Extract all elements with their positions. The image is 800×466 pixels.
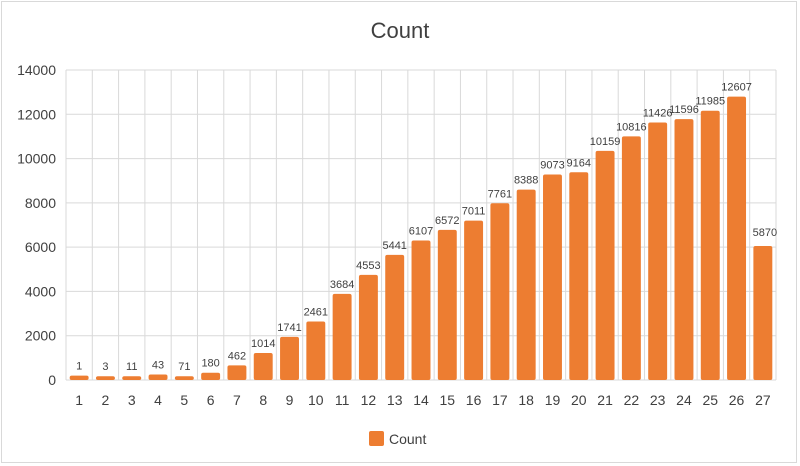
bar (253, 352, 273, 380)
bar (385, 254, 405, 380)
data-label: 4553 (356, 260, 380, 272)
data-label: 5870 (753, 227, 777, 239)
data-label: 180 (201, 358, 219, 370)
data-label: 1741 (277, 322, 301, 334)
x-tick-label: 11 (335, 392, 350, 408)
bar (280, 336, 299, 380)
data-label: 2461 (304, 307, 328, 319)
y-tick-label: 10000 (17, 151, 56, 167)
data-label: 3684 (330, 279, 354, 291)
x-tick-label: 9 (286, 392, 294, 408)
bar (201, 372, 221, 380)
bar (727, 96, 747, 381)
x-tick-label: 3 (128, 392, 136, 408)
bar (95, 376, 115, 380)
bar (411, 240, 431, 380)
data-label: 1 (76, 361, 82, 373)
bar (227, 365, 247, 380)
bar (437, 229, 457, 380)
bar (674, 119, 694, 381)
bar (306, 321, 326, 380)
x-tick-label: 18 (518, 392, 534, 408)
x-tick-label: 19 (545, 392, 561, 408)
y-axis-ticks: 0 2000 4000 6000 8000 10000 12000 14000 (17, 62, 56, 388)
x-tick-label: 12 (361, 392, 377, 408)
data-label: 7761 (488, 188, 512, 200)
x-tick-label: 21 (597, 392, 613, 408)
bar (621, 136, 641, 380)
bar (464, 220, 484, 380)
bar (358, 274, 378, 380)
x-tick-label: 2 (102, 392, 110, 408)
y-tick-label: 8000 (25, 195, 56, 211)
bar (753, 246, 773, 380)
x-axis-ticks: 1 2 3 4 5 6 7 8 9 10 11 12 13 14 15 16 17 18 19 20 21 22 23 24 2… (75, 392, 771, 408)
data-label: 8388 (514, 175, 538, 187)
x-tick-label: 22 (624, 392, 640, 408)
x-tick-label: 26 (729, 392, 745, 408)
data-label: 9164 (567, 157, 591, 169)
bar (122, 376, 142, 380)
data-label: 5441 (382, 240, 406, 252)
data-label: 71 (178, 361, 190, 373)
x-tick-label: 14 (413, 392, 429, 408)
data-label: 11985 (695, 96, 725, 108)
data-label: 6572 (435, 215, 459, 227)
y-tick-label: 2000 (25, 328, 56, 344)
chart-title: Count (371, 18, 430, 43)
bar (543, 174, 562, 380)
x-tick-label: 4 (154, 392, 162, 408)
y-tick-label: 12000 (17, 106, 56, 122)
x-tick-label: 27 (755, 392, 771, 408)
bar (490, 203, 510, 380)
y-tick-label: 14000 (17, 62, 56, 78)
data-label: 11596 (669, 104, 699, 116)
x-tick-label: 23 (650, 392, 666, 408)
x-tick-label: 5 (180, 392, 188, 408)
legend-swatch (369, 431, 384, 446)
data-label: 3 (102, 361, 108, 373)
data-label: 11426 (643, 107, 673, 119)
data-label: 12607 (721, 82, 752, 94)
y-tick-label: 6000 (25, 239, 56, 255)
legend-label: Count (389, 431, 426, 447)
bars (69, 96, 773, 381)
bar (69, 375, 89, 380)
x-tick-label: 15 (440, 392, 456, 408)
bar (332, 293, 352, 380)
x-tick-label: 25 (702, 392, 718, 408)
data-label: 9073 (540, 160, 564, 172)
x-tick-label: 7 (233, 392, 241, 408)
bar (569, 172, 589, 380)
x-tick-label: 8 (259, 392, 267, 408)
legend: Count (369, 431, 426, 447)
x-tick-label: 1 (75, 392, 83, 408)
data-label: 6107 (409, 226, 433, 238)
x-tick-label: 20 (571, 392, 587, 408)
data-label: 43 (152, 359, 164, 371)
data-label: 1014 (251, 338, 275, 350)
x-tick-label: 16 (466, 392, 482, 408)
bar (174, 376, 194, 380)
x-tick-label: 13 (387, 392, 403, 408)
bar (148, 374, 168, 380)
bar (700, 110, 720, 380)
data-label: 7011 (462, 206, 486, 218)
data-label: 10816 (616, 121, 647, 133)
bar (595, 150, 615, 380)
y-tick-label: 4000 (25, 283, 56, 299)
bar (648, 122, 668, 380)
y-tick-label: 0 (48, 372, 56, 388)
data-label: 462 (228, 350, 246, 362)
x-tick-label: 17 (492, 392, 508, 408)
bar (516, 189, 536, 380)
x-tick-label: 10 (308, 392, 324, 408)
data-label: 10159 (590, 136, 621, 148)
x-tick-label: 6 (207, 392, 215, 408)
x-tick-label: 24 (676, 392, 692, 408)
data-label: 11 (126, 361, 137, 373)
